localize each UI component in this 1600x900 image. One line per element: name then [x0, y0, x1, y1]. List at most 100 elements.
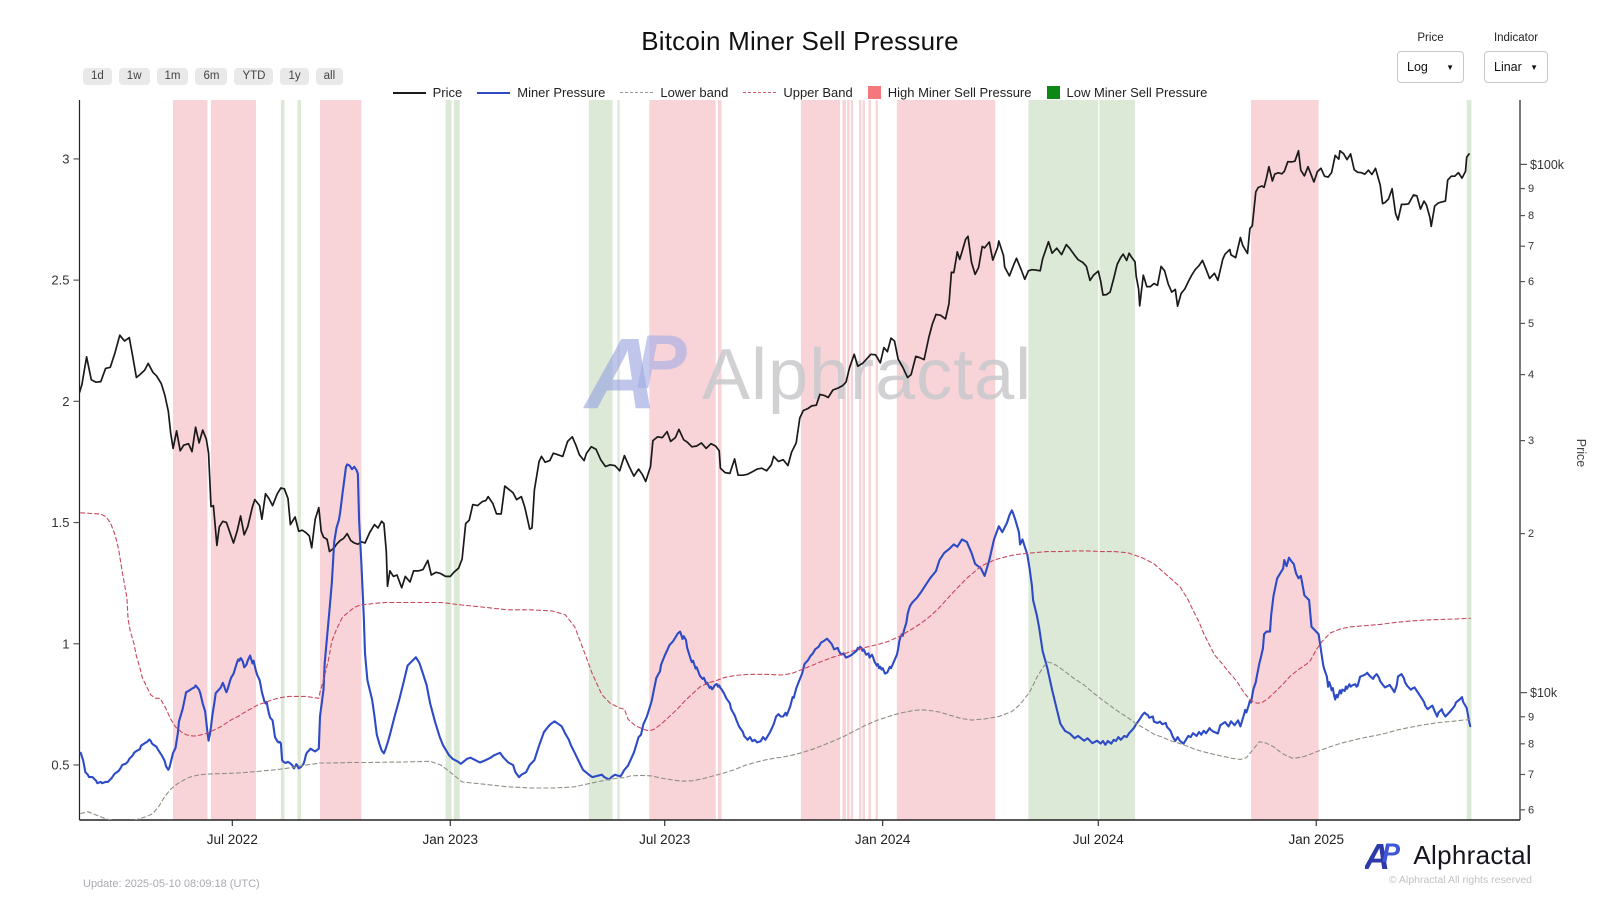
high-sell-pressure-band	[896, 100, 996, 820]
right-axis-tick-label: 3	[1528, 435, 1534, 447]
range-button-all[interactable]: all	[315, 68, 344, 85]
left-axis-tick-label: 2.5	[51, 273, 69, 288]
range-button-6m[interactable]: 6m	[195, 68, 228, 85]
dropdown-arrow-icon: ▼	[1530, 62, 1538, 72]
high-sell-pressure-band	[847, 100, 850, 820]
svg-text:Alphractal: Alphractal	[702, 335, 1032, 415]
range-button-1y[interactable]: 1y	[280, 68, 309, 85]
indicator-scale-control: Indicator Linar ▼	[1484, 32, 1548, 83]
x-axis-tick-label: Jan 2025	[1288, 832, 1344, 847]
brand-footer: A P Alphractal © Alphractal All rights r…	[1365, 838, 1532, 886]
alphractal-logo-icon: A P	[1365, 838, 1401, 872]
high-sell-pressure-band	[868, 100, 871, 820]
legend-label: High Miner Sell Pressure	[887, 85, 1032, 100]
series-lower-band	[80, 661, 1471, 820]
high-sell-pressure-band	[210, 100, 257, 820]
series-price	[79, 149, 1470, 589]
legend-swatch-icon	[477, 91, 511, 94]
legend-swatch-icon	[392, 91, 426, 94]
update-timestamp: Update: 2025-05-10 08:09:18 (UTC)	[83, 878, 260, 890]
high-sell-pressure-band	[875, 100, 878, 820]
indicator-scale-value: Linar	[1494, 60, 1522, 74]
series-miner-pressure	[79, 463, 1472, 785]
brand-name: Alphractal	[1413, 839, 1532, 870]
x-axis-tick-label: Jan 2024	[855, 832, 911, 847]
dropdown-arrow-icon: ▼	[1446, 62, 1454, 72]
range-button-YTD[interactable]: YTD	[234, 68, 274, 85]
legend-item[interactable]: Low Miner Sell Pressure	[1046, 85, 1208, 100]
indicator-scale-select[interactable]: Linar ▼	[1484, 51, 1548, 83]
right-axis-tick-label: 9	[1528, 183, 1534, 195]
svg-text:P: P	[636, 320, 687, 405]
legend-label: Lower band	[660, 85, 729, 100]
high-sell-pressure-band	[1251, 100, 1319, 820]
right-axis-tick-label: 8	[1528, 210, 1534, 222]
price-scale-control: Price Log ▼	[1397, 32, 1464, 83]
high-sell-pressure-band	[858, 100, 862, 820]
legend-label: Low Miner Sell Pressure	[1066, 85, 1208, 100]
legend-swatch-icon	[620, 92, 654, 93]
left-axis-tick-label: 3	[62, 151, 69, 166]
low-sell-pressure-band	[1466, 100, 1472, 820]
right-axis-tick-label: 9	[1528, 711, 1534, 723]
legend-label: Miner Pressure	[517, 85, 606, 100]
high-sell-pressure-band	[173, 100, 208, 820]
right-axis-tick-label: 6	[1528, 804, 1534, 816]
price-scale-select[interactable]: Log ▼	[1397, 51, 1464, 83]
watermark: AP Alphractal	[582, 318, 1032, 430]
price-scale-value: Log	[1407, 60, 1428, 74]
right-axis-tick-label: 7	[1528, 241, 1534, 253]
series-upper-band	[80, 512, 1471, 737]
x-axis-tick-label: Jul 2024	[1073, 832, 1125, 847]
range-button-1d[interactable]: 1d	[83, 68, 112, 85]
series-group	[79, 149, 1472, 820]
low-sell-pressure-band	[1099, 100, 1135, 820]
indicator-scale-label: Indicator	[1493, 32, 1539, 44]
right-axis-tick-label: 6	[1528, 276, 1534, 288]
right-axis-tick-label: 5	[1528, 318, 1534, 330]
range-button-1w[interactable]: 1w	[118, 68, 150, 85]
x-axis-tick-label: Jan 2023	[423, 832, 479, 847]
legend-item[interactable]: Lower band	[620, 85, 728, 100]
left-axis-tick-label: 1.5	[51, 515, 69, 530]
low-sell-pressure-band	[445, 100, 452, 820]
price-scale-label: Price	[1417, 32, 1444, 44]
x-axis-tick-label: Jul 2023	[639, 832, 690, 847]
high-sell-pressure-band	[319, 100, 362, 820]
low-sell-pressure-band	[280, 100, 285, 820]
left-axis-tick-label: 2	[62, 394, 69, 409]
range-button-1m[interactable]: 1m	[156, 68, 189, 85]
x-axis-tick-label: Jul 2022	[207, 832, 258, 847]
right-axis-tick-label: 4	[1528, 369, 1534, 381]
logo-letter-a: A	[1365, 838, 1390, 872]
high-sell-pressure-band	[850, 100, 854, 820]
right-axis-tick-label: 8	[1528, 738, 1534, 750]
low-sell-pressure-band	[453, 100, 460, 820]
high-sell-pressure-band	[862, 100, 865, 820]
legend-item[interactable]: Price	[392, 85, 463, 100]
left-axis-tick-label: 1	[62, 636, 69, 651]
range-buttons: 1d 1w 1m 6m YTD 1y all	[83, 68, 344, 85]
svg-text:A: A	[582, 318, 657, 430]
legend-label: Upper Band	[783, 85, 853, 100]
right-axis-tick-label: $100k	[1530, 158, 1565, 172]
legend-swatch-icon	[867, 86, 881, 99]
high-sell-pressure-band	[649, 100, 716, 820]
left-axis-tick-label: 0.5	[51, 757, 69, 772]
brand-copyright: © Alphractal All rights reserved	[1388, 874, 1532, 886]
low-sell-pressure-band	[297, 100, 302, 820]
high-sell-pressure-band	[842, 100, 846, 820]
right-axis-title: Price	[1574, 439, 1588, 468]
legend-item[interactable]: Miner Pressure	[477, 85, 605, 100]
legend-label: Price	[432, 85, 463, 100]
page-title: Bitcoin Miner Sell Pressure	[641, 26, 959, 56]
legend-item[interactable]: High Miner Sell Pressure	[867, 85, 1032, 100]
logo-letter-p: P	[1382, 838, 1401, 868]
low-sell-pressure-band	[617, 100, 620, 820]
legend-item[interactable]: Upper Band	[743, 85, 853, 100]
chart-controls: Price Log ▼ Indicator Linar ▼	[1397, 32, 1548, 83]
right-axis-tick-label: 7	[1528, 769, 1534, 781]
chart-legend: Price Miner Pressure Lower band Upper Band H…	[0, 85, 1600, 100]
